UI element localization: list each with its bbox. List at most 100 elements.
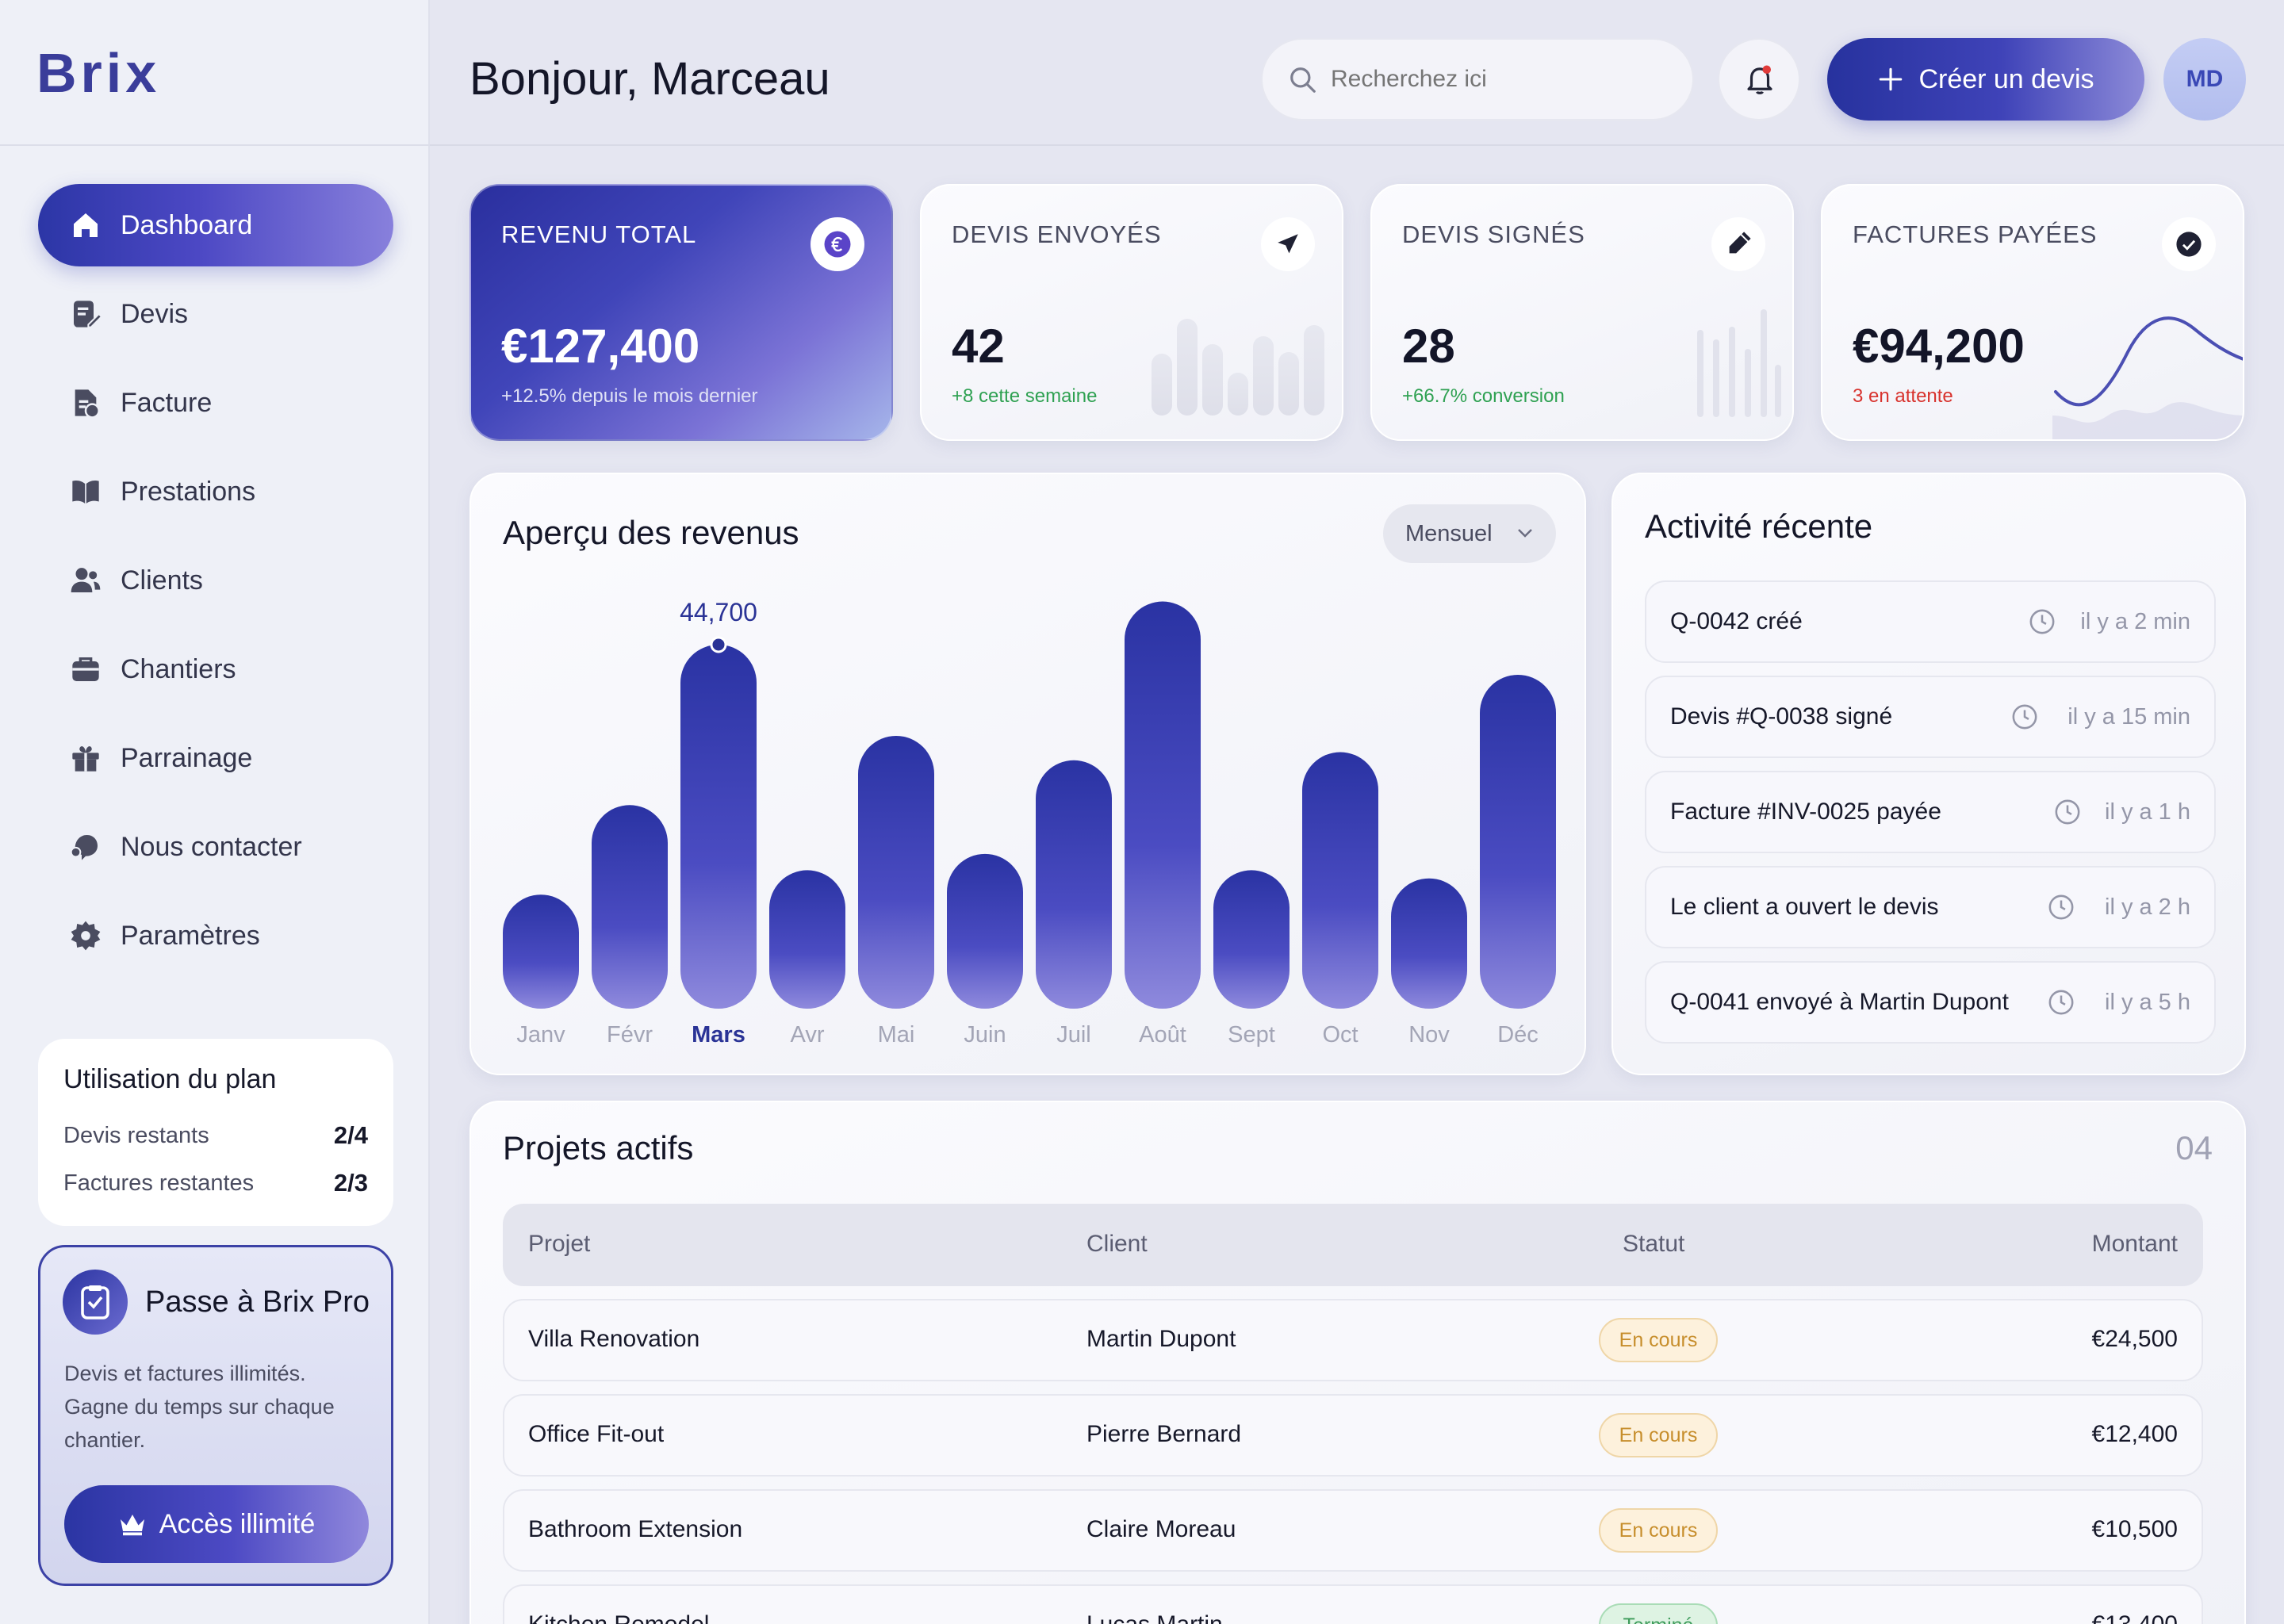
plan-devis-value: 2/4 xyxy=(333,1121,368,1149)
paid-trend-line xyxy=(2052,316,2243,439)
activity-item[interactable]: Q-0042 créé il y a 2 min xyxy=(1645,580,2216,663)
pro-badge xyxy=(63,1270,128,1335)
kpi-subtext: +66.7% conversion xyxy=(1402,385,1565,407)
activity-item[interactable]: Facture #INV-0025 payée il y a 1 h xyxy=(1645,771,2216,853)
x-tick-label: Juil xyxy=(1056,1022,1091,1048)
book-icon xyxy=(72,481,99,504)
project-client: Claire Moreau xyxy=(1086,1516,1236,1542)
x-tick-label: Janv xyxy=(516,1022,565,1048)
revenue-bar-août[interactable] xyxy=(1125,601,1201,1009)
create-quote-button[interactable]: Créer un devis xyxy=(1827,38,2144,121)
project-name: Office Fit-out xyxy=(528,1421,665,1447)
revenue-bar-déc[interactable] xyxy=(1480,674,1556,1009)
crown-icon xyxy=(120,1515,144,1536)
kpi-title: DEVIS SIGNÉS xyxy=(1402,220,1585,248)
gift-icon xyxy=(72,746,99,772)
project-amount: €13,400 xyxy=(2092,1611,2178,1624)
revenue-bar-févr[interactable] xyxy=(592,805,668,1009)
x-tick-label: Oct xyxy=(1322,1022,1358,1048)
activity-item[interactable]: Le client a ouvert le devis il y a 2 h xyxy=(1645,866,2216,948)
plus-icon xyxy=(1880,67,1903,91)
clock-icon xyxy=(2055,799,2080,825)
table-row[interactable]: Villa Renovation Martin Dupont En cours … xyxy=(503,1299,2203,1381)
x-tick-label: Mai xyxy=(878,1022,915,1048)
header-divider xyxy=(430,144,2284,146)
sidebar-item-label: Prestations xyxy=(121,476,256,507)
sidebar-item-clients[interactable]: Clients xyxy=(38,539,393,622)
revenue-bar-juin[interactable] xyxy=(947,853,1023,1009)
sidebar-item-facture[interactable]: Facture xyxy=(38,362,393,444)
project-client: Pierre Bernard xyxy=(1086,1421,1242,1447)
activity-item[interactable]: Devis #Q-0038 signé il y a 15 min xyxy=(1645,676,2216,758)
header-status: Statut xyxy=(1623,1231,1685,1257)
kpi-subtext: +8 cette semaine xyxy=(952,385,1098,407)
paper-plane-icon xyxy=(1278,234,1298,254)
check-circle-icon xyxy=(2176,232,2202,257)
kpi-title: FACTURES PAYÉES xyxy=(1853,220,2098,248)
sidebar-item-label: Chantiers xyxy=(121,653,236,684)
activity-time: il y a 2 min xyxy=(2080,608,2190,634)
projects-table-header: Projet Client Statut Montant xyxy=(503,1204,2203,1286)
support-icon xyxy=(70,835,98,860)
table-row[interactable]: Office Fit-out Pierre Bernard En cours €… xyxy=(503,1394,2203,1477)
project-name: Villa Renovation xyxy=(528,1326,700,1352)
sidebar-item-parrainage[interactable]: Parrainage xyxy=(38,717,393,799)
period-dropdown-label: Mensuel xyxy=(1405,520,1493,546)
chevron-down-icon xyxy=(1518,529,1532,538)
kpi-value: €94,200 xyxy=(1853,320,2025,373)
activity-time: il y a 1 h xyxy=(2105,799,2190,825)
sidebar-item-label: Paramètres xyxy=(121,920,260,951)
revenue-bar-mai[interactable] xyxy=(858,735,934,1009)
kpi-value: €127,400 xyxy=(501,320,700,373)
notifications-button[interactable] xyxy=(1718,38,1800,121)
sidebar-item-chantiers[interactable]: Chantiers xyxy=(38,628,393,710)
search-icon xyxy=(1290,67,1316,93)
revenue-chart-card: Aperçu des revenus Mensuel 44,700 Janv Fé… xyxy=(469,473,1586,1075)
pro-desc-line: chantier. xyxy=(64,1428,146,1452)
x-tick-label: Mars xyxy=(692,1022,745,1048)
revenue-bar-mars[interactable] xyxy=(680,644,757,1009)
sidebar-item-nous-contacter[interactable]: Nous contacter xyxy=(38,806,393,888)
clock-icon xyxy=(2048,894,2074,920)
avatar[interactable]: MD xyxy=(2163,38,2246,121)
unlimited-access-button[interactable]: Accès illimité xyxy=(64,1485,369,1563)
table-row[interactable]: Kitchen Remodel Lucas Martin Terminé €13… xyxy=(503,1584,2203,1624)
sidebar-item-prestations[interactable]: Prestations xyxy=(38,450,393,533)
sidebar-item-dashboard[interactable]: Dashboard xyxy=(38,184,393,266)
activity-text: Devis #Q-0038 signé xyxy=(1670,703,1893,730)
pro-desc-line: Devis et factures illimités. xyxy=(64,1362,306,1385)
sidebar-item-devis[interactable]: Devis xyxy=(38,273,393,355)
revenue-bar-avr[interactable] xyxy=(769,870,845,1009)
kpi-subtext: +12.5% depuis le mois dernier xyxy=(501,385,758,407)
header-project: Projet xyxy=(528,1231,591,1257)
search-bar[interactable] xyxy=(1261,38,1694,121)
x-tick-label: Août xyxy=(1139,1022,1186,1048)
revenue-bar-nov[interactable] xyxy=(1391,878,1467,1009)
pro-description: Devis et factures illimités. Gagne du te… xyxy=(64,1357,335,1457)
sidebar-item-label: Dashboard xyxy=(121,209,253,240)
kpi-invoices-paid: FACTURES PAYÉES €94,200 3 en attente xyxy=(1821,184,2244,441)
revenue-bar-sept[interactable] xyxy=(1213,870,1290,1009)
users-icon xyxy=(71,568,101,592)
period-dropdown[interactable]: Mensuel xyxy=(1383,504,1556,563)
revenue-bar-janv[interactable] xyxy=(503,894,579,1009)
revenue-bar-chart-svg: 44,700 Janv Févr Mars Avr Mai Juin Juil Août Sep… xyxy=(503,598,1556,1048)
plan-usage-card: Utilisation du plan Devis restants 2/4 F… xyxy=(38,1039,393,1226)
kpi-subtext: 3 en attente xyxy=(1853,385,1953,407)
unlimited-access-label: Accès illimité xyxy=(159,1508,316,1539)
search-input[interactable] xyxy=(1331,40,1664,119)
revenue-bar-juil[interactable] xyxy=(1036,760,1112,1009)
highlight-point xyxy=(710,636,727,653)
table-row[interactable]: Bathroom Extension Claire Moreau En cour… xyxy=(503,1489,2203,1572)
activity-item[interactable]: Q-0041 envoyé à Martin Dupont il y a 5 h xyxy=(1645,961,2216,1044)
activity-text: Le client a ouvert le devis xyxy=(1670,894,1939,920)
chart-title: Aperçu des revenus xyxy=(503,514,799,551)
sidebar-item-label: Clients xyxy=(121,565,203,596)
kpi-icon-badge xyxy=(1261,217,1315,271)
kpi-title: REVENU TOTAL xyxy=(501,220,697,248)
activity-time: il y a 15 min xyxy=(2067,703,2190,730)
revenue-bar-oct[interactable] xyxy=(1302,752,1378,1009)
x-tick-label: Nov xyxy=(1408,1022,1450,1048)
euro-icon xyxy=(824,231,851,258)
sidebar-item-parametres[interactable]: Paramètres xyxy=(38,894,393,977)
